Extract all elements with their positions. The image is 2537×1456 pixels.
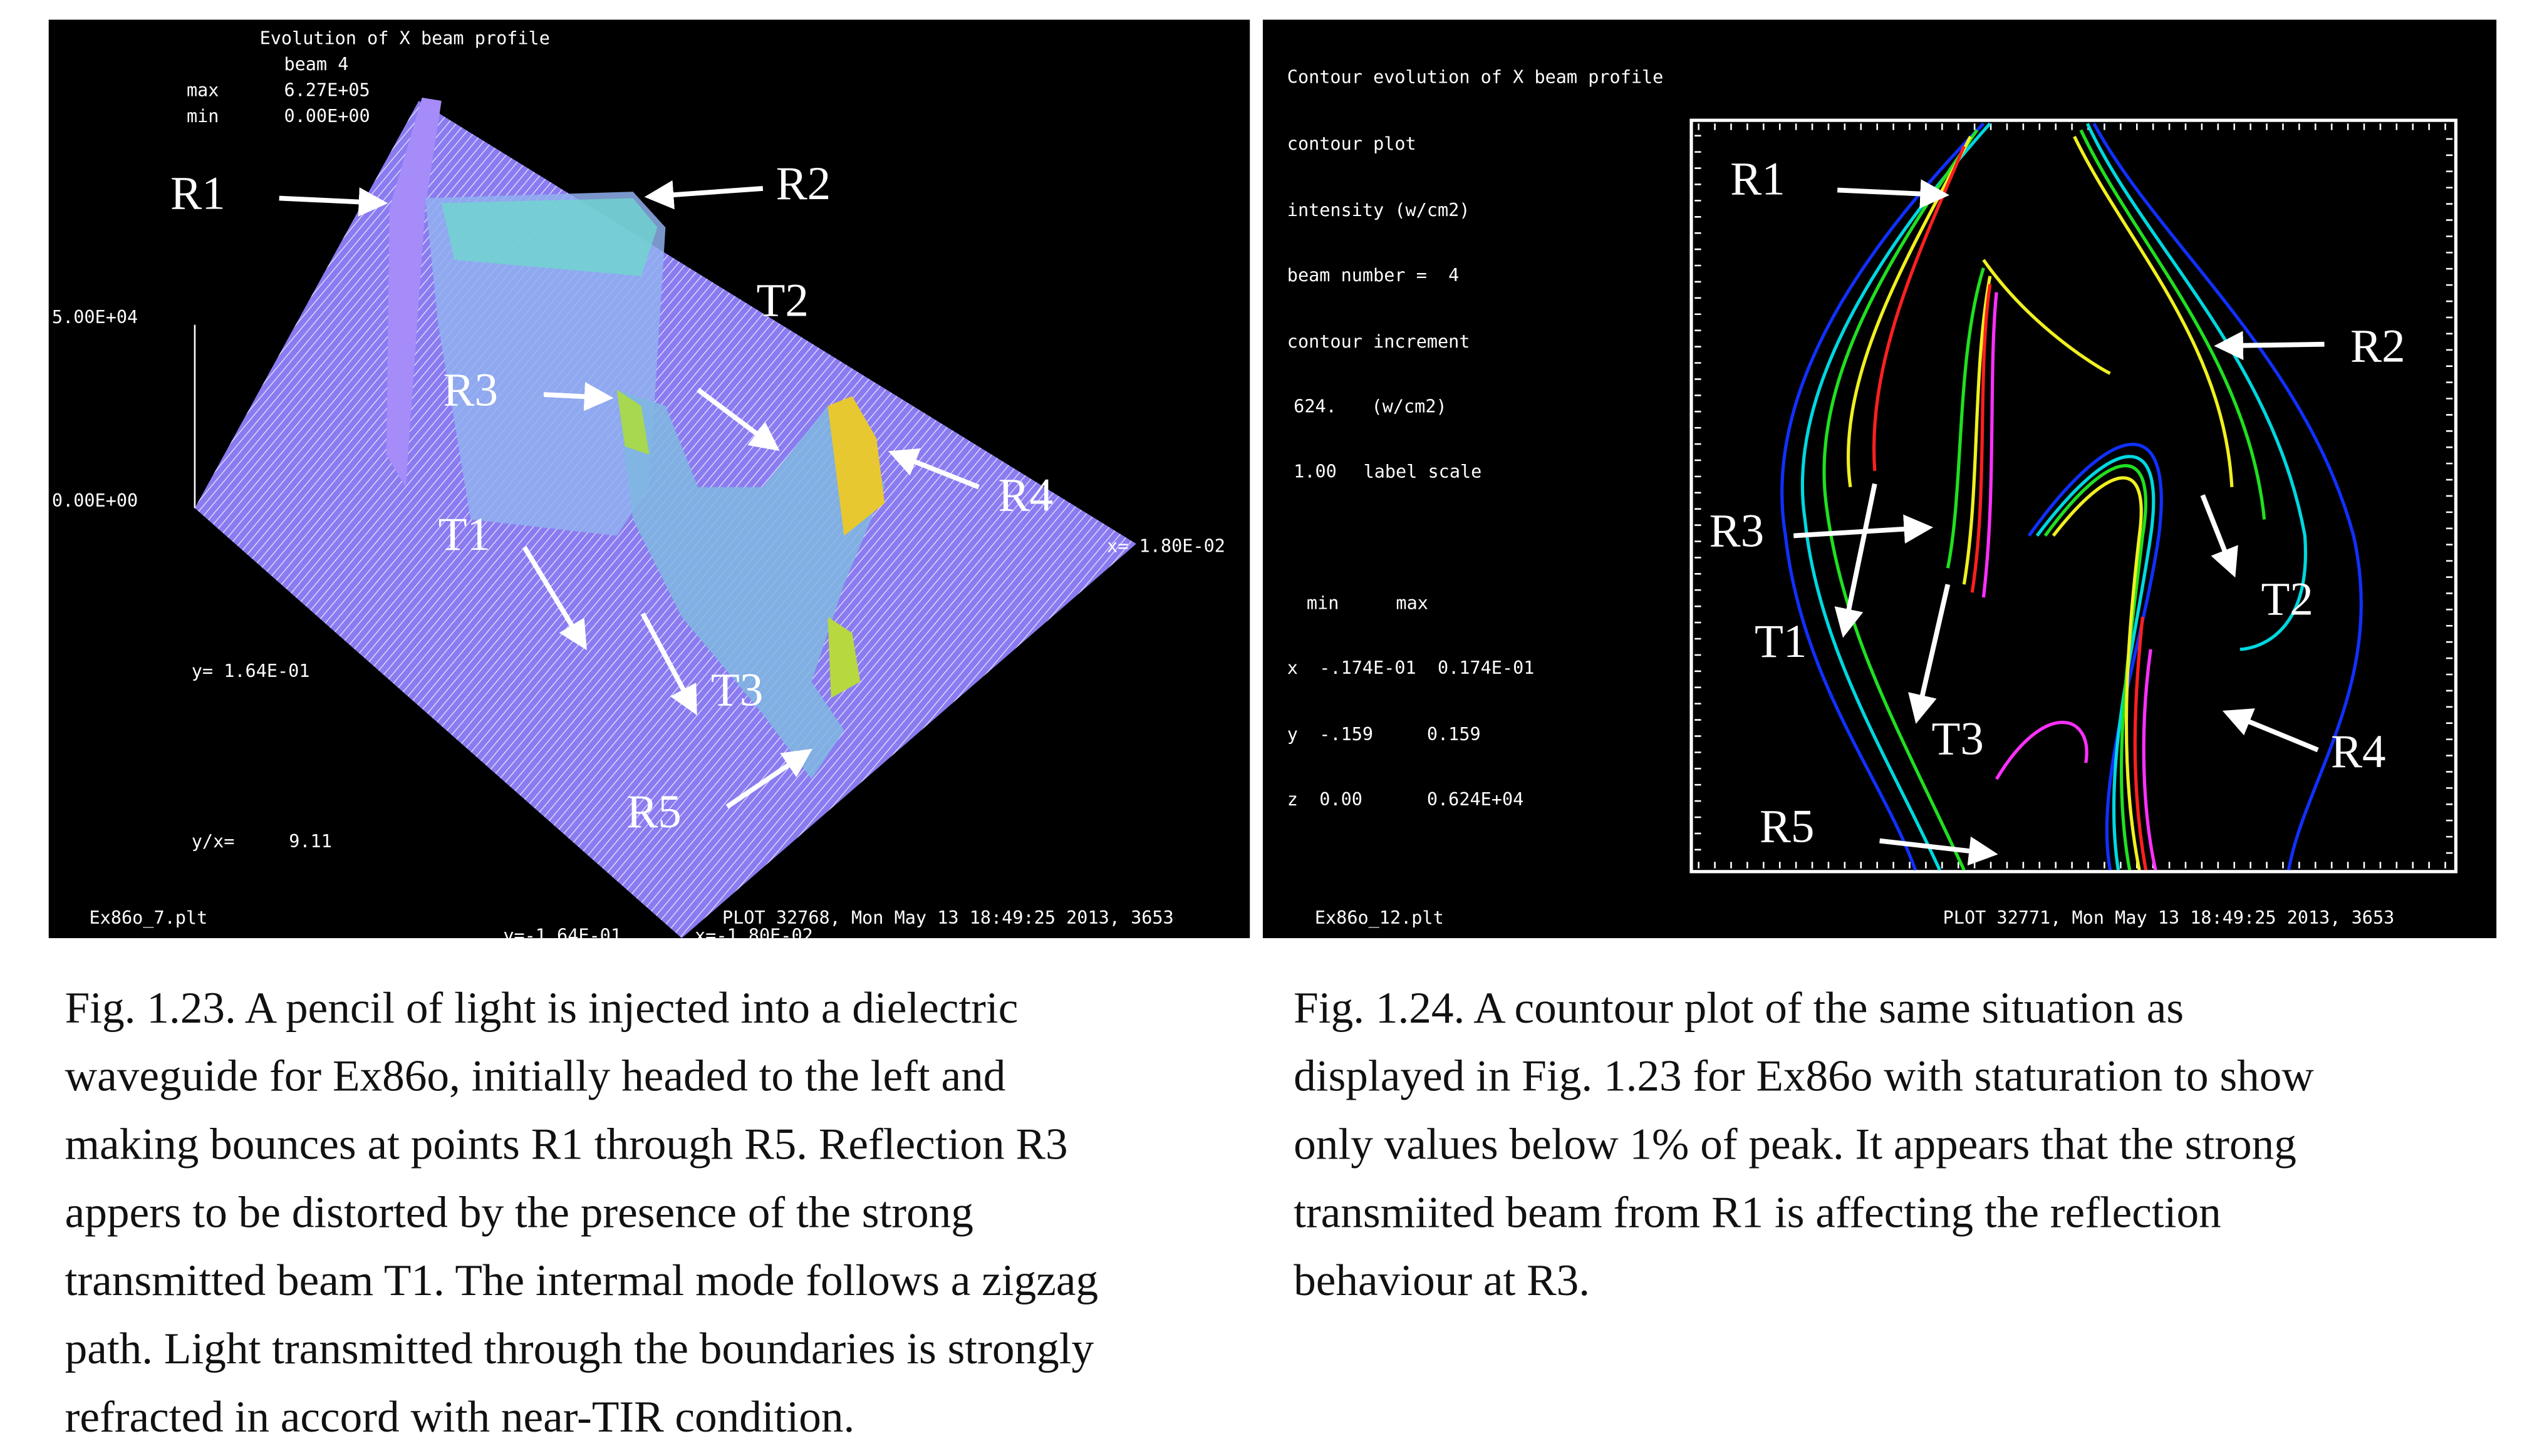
- arrow: [1908, 584, 1951, 724]
- peak-r5: [828, 617, 861, 698]
- range: y -.159 0.159: [1287, 724, 1481, 745]
- arrow: [640, 612, 697, 716]
- frame-ticks: [1694, 123, 2453, 869]
- annotation: T2: [2261, 574, 2313, 626]
- min-label: min: [187, 106, 219, 126]
- file-name: Ex86o_12.plt: [1315, 907, 1444, 929]
- annotation: R4: [2331, 726, 2386, 778]
- plot-stamp: PLOT 32768, Mon May 13 18:49:25 2013, 36…: [722, 907, 1174, 928]
- peak-r1: [386, 97, 442, 487]
- caption-line: only values below 1% of peak. It appears…: [1294, 1120, 2296, 1169]
- plot-stamp: PLOT 32771, Mon May 13 18:49:25 2013, 36…: [1943, 907, 2395, 928]
- axis-label: x= 1.80E-02: [1107, 536, 1225, 557]
- arrow: [279, 187, 388, 217]
- peak-r4: [828, 396, 885, 536]
- beam: beam 4: [284, 54, 348, 75]
- info: intensity (w/cm2): [1287, 200, 1470, 220]
- z-label: 5.00E+04: [52, 307, 138, 328]
- arrow: [888, 448, 980, 490]
- ratio-label: y/x=: [192, 831, 235, 852]
- arrow: [644, 180, 764, 210]
- plot-title: Contour evolution of X beam profile: [1287, 67, 1664, 88]
- arrow: [1837, 179, 1949, 209]
- caption-line: waveguide for Ex86o, initially headed to…: [65, 1052, 1006, 1101]
- axis-label: y=-1.64E-01: [503, 925, 621, 946]
- arrow: [2200, 494, 2238, 578]
- annotation: T2: [756, 275, 808, 327]
- arrow: [522, 545, 587, 651]
- plot-title: Evolution of X beam profile: [260, 28, 550, 49]
- axis-label: y= 1.64E-01: [192, 661, 310, 681]
- info: contour increment: [1287, 331, 1470, 352]
- plot-frame: [1689, 118, 2458, 874]
- info: label scale: [1364, 461, 1482, 482]
- annotation: R2: [2350, 320, 2405, 372]
- annotation: R5: [1760, 800, 1815, 852]
- annotation: R4: [999, 470, 1054, 522]
- info: min: [1307, 592, 1339, 613]
- peak-r3: [616, 390, 650, 455]
- info: contour plot: [1287, 133, 1416, 154]
- ridge: [425, 192, 666, 536]
- caption-line: making bounces at points R1 through R5. …: [65, 1120, 1068, 1169]
- arrow: [696, 388, 780, 452]
- caption-line: appers to be distorted by the presence o…: [65, 1188, 973, 1237]
- range: x -.174E-01 0.174E-01: [1287, 658, 1535, 678]
- info: max: [1396, 592, 1428, 613]
- ridge-top: [441, 198, 658, 276]
- caption-line: transmitted beam T1. The intermal mode f…: [65, 1256, 1099, 1305]
- min-value: 0.00E+00: [284, 106, 370, 126]
- caption-line: refracted in accord with near-TIR condit…: [65, 1393, 855, 1442]
- captions: Fig. 1.23. A pencil of light is injected…: [65, 984, 2315, 1442]
- arrow: [725, 748, 812, 809]
- caption-line: transmiited beam from R1 is affecting th…: [1294, 1188, 2221, 1237]
- caption-line: Fig. 1.24. A countour plot of the same s…: [1294, 984, 2184, 1033]
- max-label: max: [187, 80, 219, 100]
- max-value: 6.27E+05: [284, 80, 370, 100]
- arrow: [2214, 331, 2325, 360]
- annotation: T3: [711, 664, 763, 716]
- arrow: [1879, 836, 1998, 866]
- annotation: R3: [1709, 505, 1765, 557]
- info: (w/cm2): [1372, 396, 1447, 417]
- range: z 0.00 0.624E+04: [1287, 789, 1524, 810]
- caption-line: displayed in Fig. 1.23 for Ex86o with st…: [1294, 1052, 2314, 1101]
- annotation: R1: [1730, 153, 1785, 205]
- z-label: 0.00E+00: [52, 490, 138, 511]
- annotation: R5: [626, 786, 682, 838]
- caption-line: path. Light transmitted through the boun…: [65, 1324, 1094, 1373]
- annotation: T1: [1755, 616, 1807, 668]
- caption-line: behaviour at R3.: [1294, 1256, 1590, 1305]
- info: 1.00: [1294, 461, 1337, 482]
- caption-line: Fig. 1.23. A pencil of light is injected…: [65, 984, 1019, 1033]
- annotation: R2: [776, 158, 831, 210]
- annotation: T3: [1931, 713, 1983, 765]
- contours: [1780, 122, 2363, 871]
- ratio-value: 9.11: [289, 831, 332, 852]
- info: beam number = 4: [1287, 265, 1460, 286]
- annotation: R1: [170, 168, 226, 220]
- ridge-mid: [616, 390, 885, 780]
- file-name: Ex86o_7.plt: [90, 907, 208, 929]
- arrow: [2222, 708, 2319, 753]
- annotation: T1: [438, 509, 490, 560]
- annotation: R3: [443, 364, 498, 416]
- contour-panel: Contour evolution of X beam profile cont…: [1262, 19, 2497, 939]
- info: 624.: [1294, 396, 1337, 417]
- surface-panel: Evolution of X beam profile beam 4 max 6…: [48, 19, 1250, 946]
- axis-label: x=-1.80E-02: [695, 925, 813, 946]
- arrow: [1793, 514, 1934, 544]
- arrow: [1834, 483, 1877, 638]
- arrow: [543, 381, 614, 411]
